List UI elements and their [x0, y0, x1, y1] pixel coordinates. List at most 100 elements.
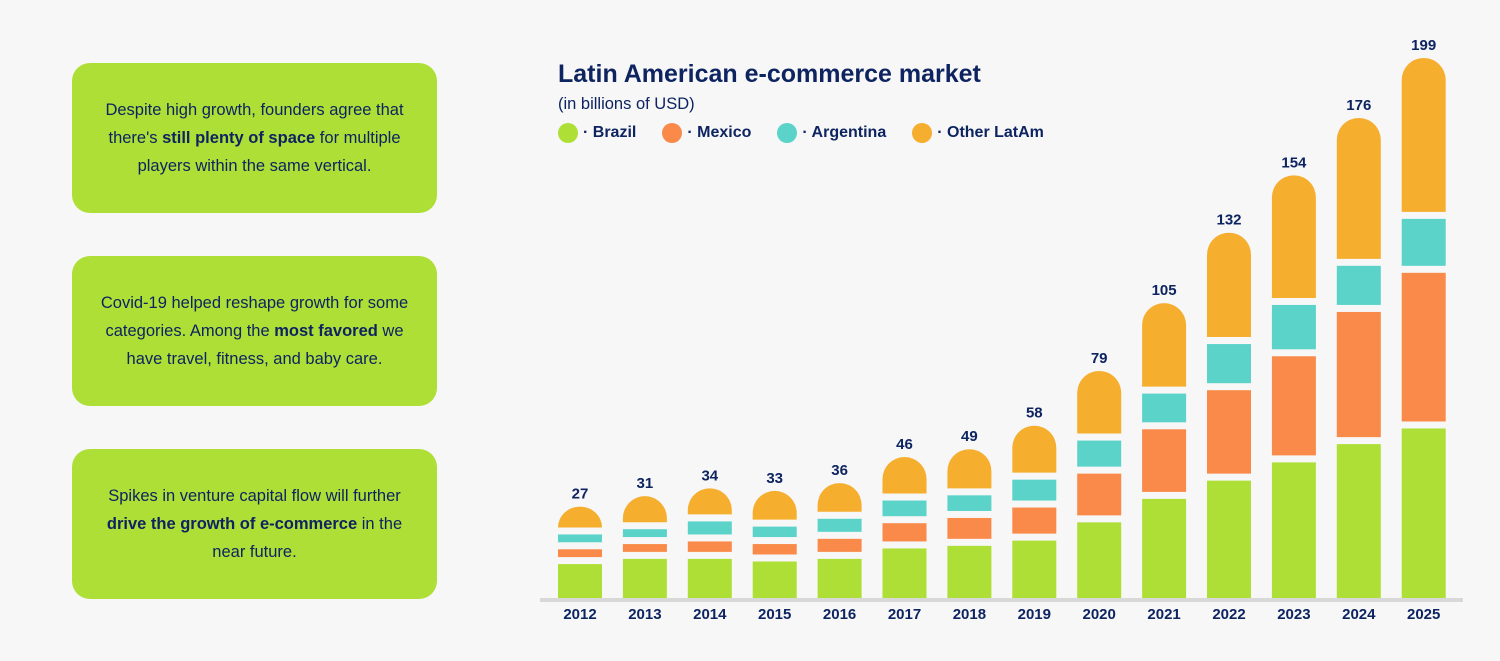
bar-segment-mexico-2016 [817, 538, 862, 552]
bar-segment-mexico-2020 [1077, 473, 1122, 516]
bar-stack-2022 [1207, 232, 1251, 598]
bar-stack-2024 [1336, 117, 1381, 598]
bar-segment-mexico-2019 [1012, 507, 1057, 534]
x-tick-label-2018: 2018 [953, 606, 986, 623]
bar-segment-mexico-2017 [882, 523, 927, 542]
total-label-2022: 132 [1216, 212, 1241, 229]
chart-legend: · Brazil · Mexico · Argentina · Other La… [558, 123, 1070, 143]
bar-stack-2013 [622, 496, 667, 598]
bar-segment-argentina-2018 [947, 495, 992, 511]
bar-stack-2018 [947, 449, 992, 598]
bar-segment-brazil-2015 [752, 561, 797, 598]
chart-title: Latin American e-commerce market [558, 60, 981, 88]
bar-segment-mexico-2013 [622, 544, 667, 552]
x-tick-label-2017: 2017 [888, 606, 921, 623]
bar-stack-2025 [1401, 58, 1446, 598]
bar-segment-brazil-2012 [558, 564, 602, 598]
bar-segment-other-latam-2022 [1207, 232, 1251, 338]
bar-segment-brazil-2023 [1271, 462, 1316, 598]
bar-segment-other-latam-2014 [687, 488, 732, 515]
legend-swatch-argentina [777, 123, 798, 143]
insight-card-founders: Despite high growth, founders agree that… [72, 63, 437, 213]
bar-segment-other-latam-2021 [1142, 303, 1187, 387]
x-tick-label-2022: 2022 [1212, 606, 1245, 623]
bar-segment-mexico-2023 [1271, 356, 1316, 456]
legend-item-mexico: · Mexico [662, 123, 751, 143]
bar-stack-2012 [558, 506, 602, 598]
bar-segment-brazil-2025 [1401, 428, 1446, 598]
total-label-2017: 46 [896, 436, 913, 453]
x-tick-label-2023: 2023 [1277, 606, 1310, 623]
bar-segment-argentina-2024 [1336, 265, 1381, 305]
x-tick-label-2016: 2016 [823, 606, 856, 623]
x-tick-label-2013: 2013 [628, 606, 661, 623]
bar-segment-mexico-2022 [1207, 390, 1251, 474]
bar-segment-other-latam-2012 [558, 506, 602, 528]
bar-segment-mexico-2024 [1336, 311, 1381, 438]
x-tick-label-2024: 2024 [1342, 606, 1376, 623]
insight-text-bold: still plenty of space [162, 129, 316, 147]
insight-text-part: we have travel, fitness, and baby care. [126, 322, 404, 368]
total-label-2023: 154 [1281, 154, 1307, 171]
bar-segment-argentina-2012 [558, 534, 602, 543]
bar-segment-brazil-2021 [1142, 498, 1187, 598]
bar-segment-brazil-2013 [622, 558, 667, 598]
insight-text-part: Despite high growth, founders agree that… [105, 101, 404, 147]
total-label-2016: 36 [831, 462, 848, 479]
insight-text: Covid-19 helped reshape growth for some … [98, 289, 411, 373]
bar-segment-argentina-2020 [1077, 440, 1122, 467]
legend-label: · Mexico [687, 124, 752, 141]
bar-segment-brazil-2014 [687, 558, 732, 598]
x-tick-label-2014: 2014 [693, 606, 727, 623]
insight-text-part: in the near future. [212, 515, 403, 561]
bar-segment-mexico-2021 [1142, 429, 1187, 492]
bar-stack-2014 [687, 488, 732, 598]
x-tick-label-2025: 2025 [1407, 606, 1440, 623]
insight-text: Spikes in venture capital flow will furt… [98, 482, 411, 566]
bar-segment-brazil-2016 [817, 558, 862, 598]
insight-text-part: Spikes in venture capital flow will furt… [108, 487, 401, 505]
legend-label: · Argentina [802, 124, 887, 141]
bar-segment-other-latam-2015 [752, 490, 797, 520]
total-label-2015: 33 [766, 470, 783, 487]
total-label-2018: 49 [961, 428, 978, 445]
bar-segment-argentina-2013 [622, 529, 667, 538]
bar-stack-2016 [817, 483, 862, 598]
total-label-2020: 79 [1091, 350, 1108, 367]
insight-text-part: for multiple players within the same ver… [137, 129, 401, 175]
bar-stack-2021 [1142, 303, 1187, 598]
bar-segment-argentina-2021 [1142, 393, 1187, 423]
legend-swatch-brazil [558, 123, 578, 143]
chart-subtitle: (in billions of USD) [558, 95, 695, 113]
total-label-2019: 58 [1026, 405, 1043, 422]
bar-segment-argentina-2017 [882, 500, 927, 517]
bar-segment-argentina-2016 [817, 518, 862, 532]
bar-stack-2019 [1012, 425, 1057, 598]
bar-segment-argentina-2019 [1012, 479, 1057, 501]
total-label-2024: 176 [1346, 97, 1371, 114]
bar-segment-brazil-2019 [1012, 540, 1057, 598]
bar-stack-2015 [752, 490, 797, 598]
legend-swatch-other-latam [912, 123, 933, 143]
x-tick-label-2019: 2019 [1018, 606, 1051, 623]
legend-label: · Other LatAm [937, 124, 1044, 141]
bar-segment-other-latam-2017 [882, 457, 927, 494]
bar-segment-brazil-2020 [1077, 522, 1122, 598]
bar-stack-2017 [882, 457, 927, 598]
total-label-2013: 31 [637, 475, 654, 492]
x-tick-label-2012: 2012 [563, 606, 596, 623]
bar-segment-argentina-2014 [687, 521, 732, 535]
bar-segment-other-latam-2025 [1401, 58, 1446, 212]
bar-segment-other-latam-2016 [817, 483, 862, 512]
bar-segment-argentina-2023 [1271, 304, 1316, 350]
insight-text: Despite high growth, founders agree that… [98, 96, 411, 180]
bar-segment-other-latam-2020 [1077, 370, 1122, 434]
x-tick-label-2020: 2020 [1083, 606, 1116, 623]
bar-segment-argentina-2025 [1401, 218, 1446, 266]
legend-item-other-latam: · Other LatAm [912, 123, 1044, 143]
x-tick-label-2021: 2021 [1147, 606, 1180, 623]
total-label-2014: 34 [701, 467, 718, 484]
bar-segment-other-latam-2018 [947, 449, 992, 489]
insight-card-venture-capital: Spikes in venture capital flow will furt… [72, 449, 437, 599]
